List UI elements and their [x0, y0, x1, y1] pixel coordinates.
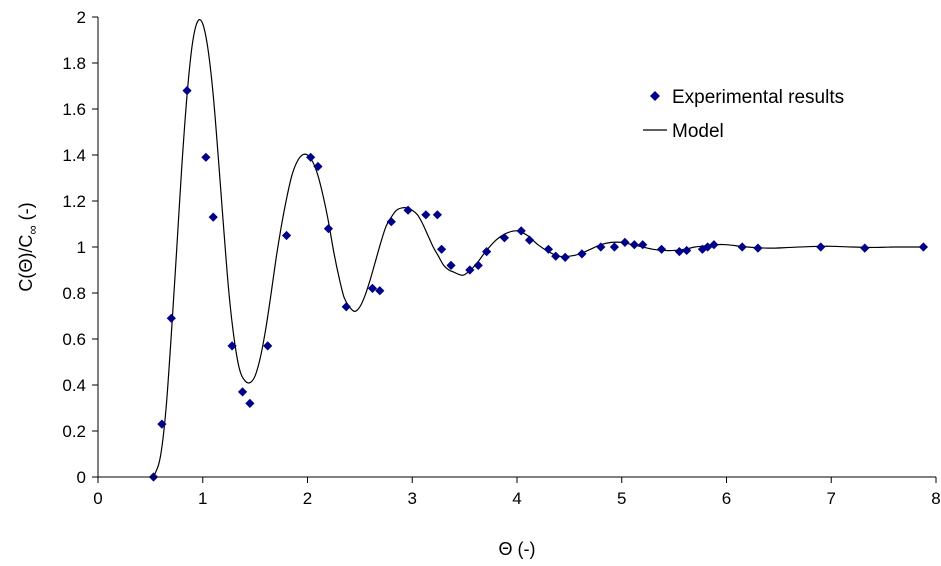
- data-point: [157, 419, 167, 429]
- data-point: [446, 260, 456, 270]
- data-point: [499, 233, 510, 243]
- x-tick-label: 7: [827, 489, 836, 508]
- legend-item-experimental: Experimental results: [650, 87, 844, 108]
- data-point: [560, 252, 570, 262]
- legend-label-experimental: Experimental results: [672, 87, 844, 108]
- y-tick-label: 1.2: [62, 192, 86, 211]
- y-tick-label: 0.2: [62, 422, 86, 441]
- data-point: [403, 205, 413, 215]
- data-point: [609, 242, 620, 252]
- x-tick-label: 1: [198, 489, 207, 508]
- data-point: [375, 286, 385, 296]
- data-point: [638, 240, 648, 250]
- data-point: [918, 242, 929, 252]
- data-point: [516, 226, 526, 236]
- data-point: [281, 230, 292, 241]
- x-tick-label: 6: [722, 489, 731, 508]
- data-point: [656, 244, 667, 254]
- x-tick-label: 3: [408, 489, 417, 508]
- x-ticks: 0 1 2 3 4 5 6 7 8: [93, 477, 941, 508]
- data-point: [674, 247, 684, 257]
- legend: Experimental results Model: [643, 87, 844, 142]
- y-axis-title-subscript: ∞: [25, 225, 40, 234]
- x-tick-label: 5: [617, 489, 626, 508]
- x-axis-title: Θ (-): [499, 539, 536, 559]
- data-point: [737, 242, 747, 252]
- data-point: [182, 86, 192, 96]
- data-point: [208, 212, 218, 222]
- data-point: [432, 210, 442, 220]
- legend-item-model: Model: [643, 121, 724, 142]
- legend-marker-diamond: [650, 91, 660, 101]
- y-tick-label: 0.8: [62, 284, 86, 303]
- y-ticks: 0 0.2 0.4 0.6 0.8 1 1.2 1.4 1.6 1.8 2: [62, 8, 98, 487]
- data-point: [860, 243, 870, 253]
- data-point: [473, 260, 483, 270]
- data-point: [543, 244, 554, 254]
- data-point: [697, 244, 708, 254]
- data-point: [166, 313, 176, 323]
- data-point: [313, 161, 323, 172]
- data-point: [341, 302, 351, 312]
- y-tick-label: 1.6: [62, 100, 86, 119]
- y-tick-label: 2: [77, 8, 86, 27]
- legend-label-model: Model: [672, 121, 724, 142]
- data-point: [245, 398, 255, 408]
- data-point: [201, 152, 211, 162]
- data-point: [386, 217, 396, 227]
- data-point: [482, 247, 492, 257]
- y-tick-label: 1.8: [62, 54, 86, 73]
- experimental-series: [148, 86, 929, 482]
- data-point: [263, 341, 273, 351]
- x-tick-label: 4: [512, 489, 521, 508]
- data-point: [682, 245, 692, 256]
- y-tick-label: 0: [77, 468, 86, 487]
- data-point: [620, 237, 630, 247]
- y-axis-title-main: C(Θ)/C: [16, 235, 36, 292]
- data-point: [524, 235, 535, 245]
- y-axis-title: C(Θ)/C∞ (-): [16, 202, 40, 291]
- y-tick-label: 0.6: [62, 330, 86, 349]
- data-point: [306, 152, 316, 162]
- model-series: [149, 19, 926, 478]
- data-point: [421, 210, 431, 220]
- data-point: [577, 249, 587, 259]
- x-tick-label: 2: [303, 489, 312, 508]
- data-point: [237, 387, 248, 397]
- data-point: [436, 244, 447, 254]
- y-tick-label: 1: [77, 238, 86, 257]
- data-point: [596, 242, 606, 252]
- model-line: [149, 19, 926, 478]
- data-point: [323, 224, 334, 234]
- data-point: [753, 243, 763, 253]
- y-axis-title-tail: (-): [16, 202, 36, 225]
- data-point: [816, 242, 826, 252]
- data-point: [465, 265, 475, 275]
- data-point: [227, 341, 237, 351]
- data-point: [551, 251, 561, 261]
- data-point: [367, 283, 378, 293]
- y-tick-label: 1.4: [62, 146, 86, 165]
- data-point: [709, 240, 719, 250]
- x-tick-label: 8: [931, 489, 940, 508]
- x-tick-label: 0: [93, 489, 102, 508]
- y-tick-label: 0.4: [62, 376, 86, 395]
- data-point: [629, 240, 639, 250]
